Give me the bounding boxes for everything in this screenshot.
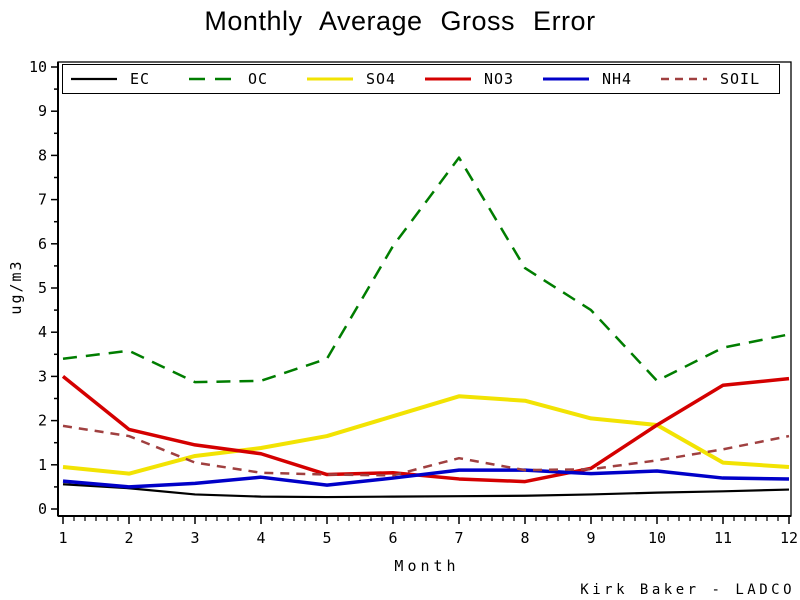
legend-item-no3: NO3 xyxy=(425,70,543,88)
x-tick-label: 7 xyxy=(454,529,463,547)
x-tick-label: 4 xyxy=(256,529,265,547)
legend: EC OC SO4 NO3 NH4 SOIL xyxy=(62,64,780,94)
series-line-so4 xyxy=(62,394,790,476)
x-tick-label: 3 xyxy=(190,529,199,547)
x-axis-label: Month xyxy=(394,557,460,575)
x-tick-label: 10 xyxy=(648,529,666,547)
legend-item-oc: OC xyxy=(189,70,307,88)
legend-label: EC xyxy=(130,70,151,88)
x-tick-label: 6 xyxy=(388,529,397,547)
legend-label: SOIL xyxy=(720,70,761,88)
legend-item-ec: EC xyxy=(71,70,189,88)
legend-swatch-ec-line xyxy=(71,77,117,81)
legend-item-so4: SO4 xyxy=(307,70,425,88)
x-tick-label: 2 xyxy=(124,529,133,547)
y-tick-label: 3 xyxy=(38,367,47,385)
series-line-oc xyxy=(62,156,790,384)
legend-swatch-soil-line xyxy=(661,77,707,81)
x-tick-label: 9 xyxy=(586,529,595,547)
legend-swatch-nh4-line xyxy=(543,77,589,81)
legend-swatch-so4-line xyxy=(307,77,353,81)
x-tick-label: 1 xyxy=(58,529,67,547)
y-tick-label: 10 xyxy=(29,58,47,76)
x-tick-label: 12 xyxy=(780,529,798,547)
legend-label: OC xyxy=(248,70,269,88)
series-line-ec xyxy=(62,483,790,499)
credit-text: Kirk Baker - LADCO xyxy=(580,582,795,598)
y-tick-label: 0 xyxy=(38,500,47,518)
y-tick-label: 2 xyxy=(38,412,47,430)
x-tick-label: 5 xyxy=(322,529,331,547)
series-line-soil xyxy=(62,424,790,477)
x-tick-label: 8 xyxy=(520,529,529,547)
legend-item-soil: SOIL xyxy=(661,70,779,88)
legend-label: SO4 xyxy=(366,70,397,88)
y-tick-label: 6 xyxy=(38,235,47,253)
y-tick-label: 1 xyxy=(38,456,47,474)
legend-swatch-no3-line xyxy=(425,77,471,81)
y-tick-label: 8 xyxy=(38,146,47,164)
legend-swatch-oc-line xyxy=(189,77,235,81)
series-line-no3 xyxy=(61,375,790,484)
legend-label: NO3 xyxy=(484,70,515,88)
y-tick-label: 7 xyxy=(38,191,47,209)
y-tick-label: 4 xyxy=(38,323,47,341)
y-tick-label: 9 xyxy=(38,102,47,120)
legend-label: NH4 xyxy=(602,70,633,88)
chart-title: Monthly Average Gross Error xyxy=(204,6,596,36)
x-tick-label: 11 xyxy=(714,529,732,547)
series-line-nh4 xyxy=(62,468,790,489)
y-tick-label: 5 xyxy=(38,279,47,297)
legend-item-nh4: NH4 xyxy=(543,70,661,88)
plot-frame xyxy=(57,61,792,517)
